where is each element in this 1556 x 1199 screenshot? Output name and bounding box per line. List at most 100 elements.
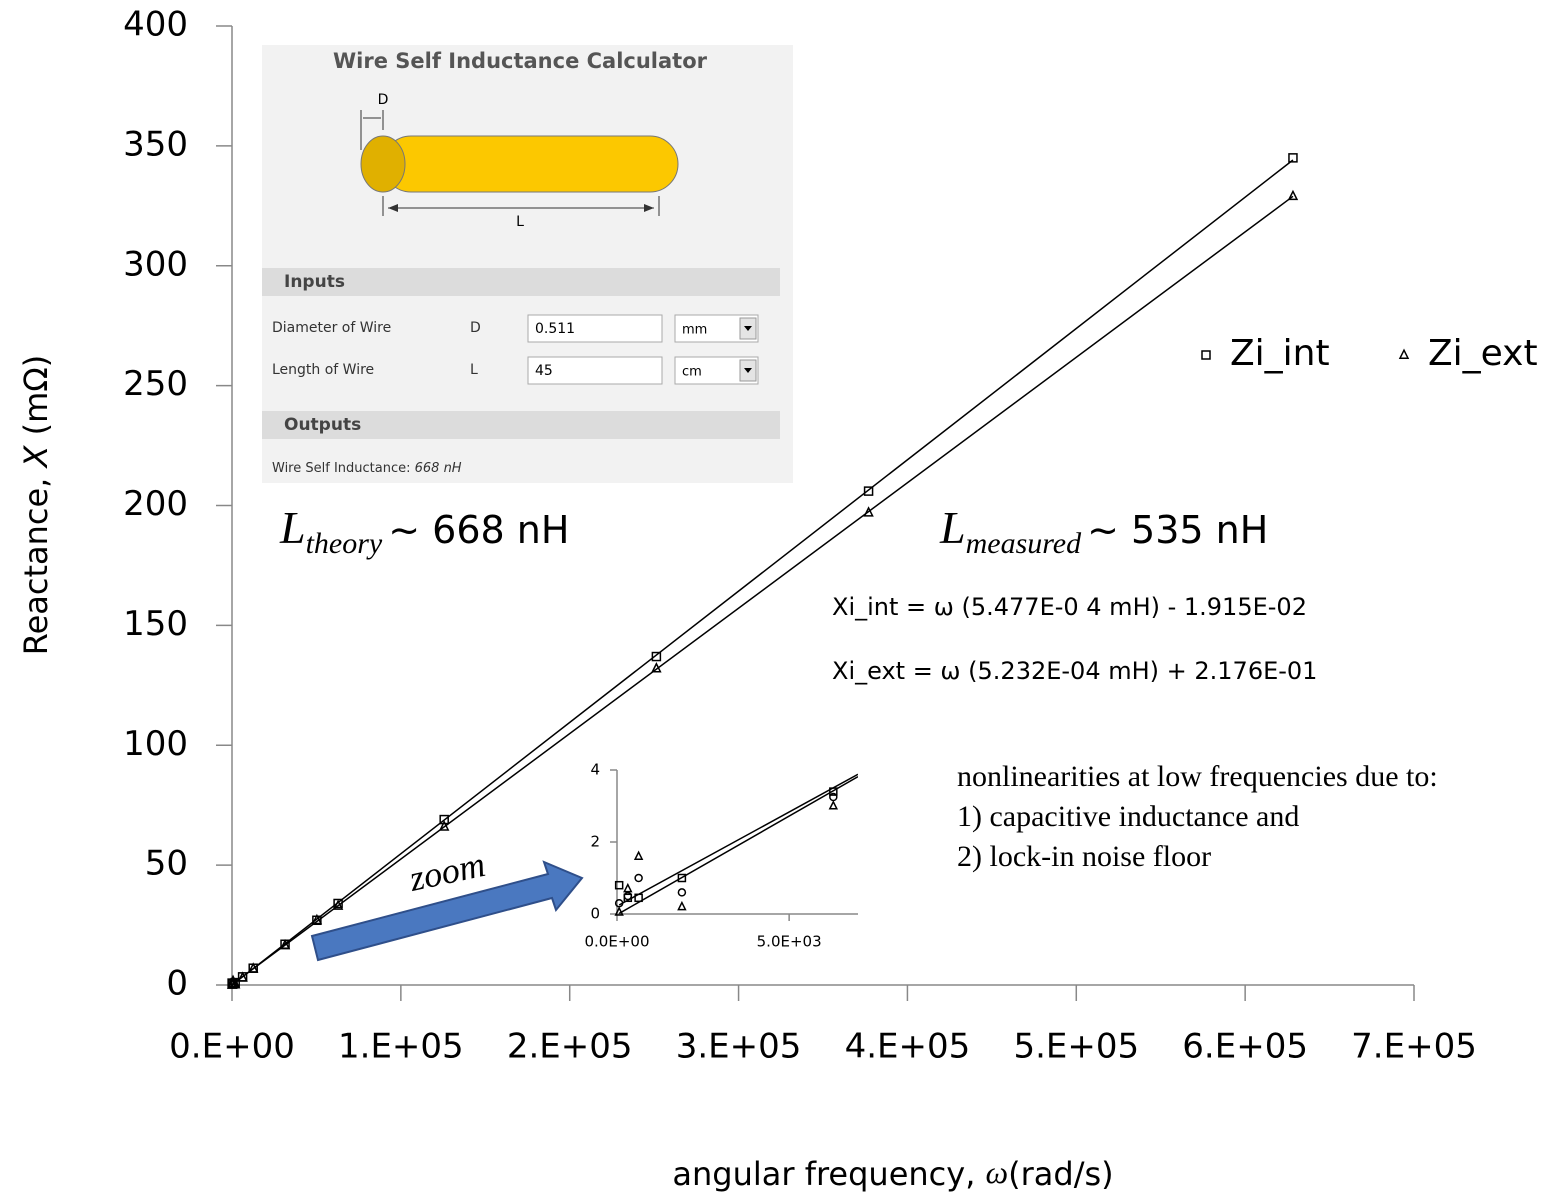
x-tick-label: 2.E+05 (507, 1027, 633, 1067)
point (1288, 153, 1298, 163)
row-symbol: D (470, 320, 481, 336)
dim-arrow (644, 204, 654, 212)
trendline (618, 773, 858, 906)
point (229, 978, 241, 989)
x-tick-label: 0.E+00 (169, 1027, 295, 1067)
x-title-part: angular frequency, (672, 1155, 985, 1193)
y-tick-label: 100 (123, 724, 188, 764)
note: 1) capacitive inductance and (957, 800, 1299, 833)
y-tick-label: 4 (590, 761, 600, 779)
point (623, 882, 633, 893)
y-title-symbol: X (17, 444, 55, 469)
point (863, 506, 874, 517)
trendline (231, 195, 1294, 986)
output-label: Wire Self Inductance: (272, 461, 415, 476)
zoom-label: zoom (405, 844, 489, 899)
point (829, 792, 838, 802)
section-header: Inputs (284, 272, 345, 292)
y-tick-label: 0 (590, 905, 600, 923)
wire-body (382, 135, 679, 193)
equation: Xi_ext = ω (5.232E-04 mH) + 2.176E-01 (832, 657, 1317, 685)
point (651, 651, 662, 662)
diagram-label: L (516, 214, 524, 230)
x-tick-label: 7.E+05 (1351, 1027, 1477, 1067)
measured-annotation: Lmeasured ~ 535 nH (939, 502, 1268, 560)
x-tick-label: 0.0E+00 (585, 933, 650, 951)
input-box[interactable] (527, 314, 663, 343)
symbol: L (939, 502, 966, 553)
calculator-panel (262, 45, 793, 483)
calculator-title: Wire Self Inductance Calculator (333, 49, 708, 73)
row-symbol: L (470, 362, 478, 378)
section-bar (262, 411, 780, 439)
x-tick-label: 1.E+05 (338, 1027, 464, 1067)
calculator: Wire Self Inductance Calculator D L Inpu… (262, 45, 793, 483)
point (614, 898, 624, 908)
point (311, 913, 323, 925)
point (237, 971, 248, 982)
point (623, 891, 633, 901)
diagram-label: D (378, 92, 389, 108)
trendline (231, 159, 1294, 986)
point (677, 873, 687, 883)
x-tick-label: 5.E+05 (1013, 1027, 1139, 1067)
x-tick-label: 4.E+05 (845, 1027, 971, 1067)
wire-end (360, 135, 406, 193)
input-value: 0.511 (535, 321, 575, 337)
input-value: 45 (535, 363, 553, 379)
input-box[interactable] (527, 356, 663, 385)
equation: Xi_int = ω (5.477E-0 4 mH) - 1.915E-02 (832, 593, 1307, 621)
point (1287, 189, 1299, 201)
y-tick-label: 50 (145, 844, 188, 884)
plot-area (618, 773, 858, 915)
point (332, 899, 344, 910)
point (634, 893, 643, 903)
point (863, 486, 874, 496)
value: ~ 668 nH (388, 508, 569, 552)
point (634, 873, 643, 883)
point (248, 962, 259, 973)
y-tick-label: 300 (123, 244, 188, 284)
note: 2) lock-in noise floor (957, 840, 1211, 873)
y-axis-title: Reactance, X (mΩ) (17, 355, 55, 655)
legend-label: Zi_ext (1428, 333, 1538, 374)
x-tick-label: 5.0E+03 (757, 933, 822, 951)
y-tick-label: 250 (123, 364, 188, 404)
subscript: measured (966, 527, 1083, 560)
y-title-part: (mΩ) (17, 355, 55, 446)
y-title-part: Reactance, (17, 467, 55, 655)
select-value: mm (682, 323, 707, 338)
legend-marker (1398, 348, 1410, 359)
point (438, 820, 450, 831)
point (614, 880, 624, 890)
point (677, 900, 687, 911)
point (828, 800, 839, 810)
select-value: cm (682, 365, 702, 380)
legend-marker (1201, 350, 1211, 360)
y-tick-label: 0 (166, 964, 188, 1004)
y-tick-label: 2 (590, 833, 600, 851)
row-label: Length of Wire (272, 362, 374, 378)
zoom-arrow (310, 860, 584, 962)
y-tick-label: 400 (123, 5, 188, 45)
y-tick-label: 350 (123, 124, 188, 164)
point (279, 938, 291, 950)
subscript: theory (306, 527, 383, 560)
point (651, 662, 662, 673)
point (829, 787, 838, 796)
plot-area (231, 159, 1294, 986)
select-arrow (744, 326, 752, 331)
point (677, 888, 687, 897)
theory-annotation: Ltheory ~ 668 nH (279, 502, 569, 560)
note: nonlinearities at low frequencies due to… (957, 760, 1438, 793)
section-header: Outputs (284, 415, 361, 435)
row-label: Diameter of Wire (272, 320, 391, 336)
select-arrow (744, 368, 752, 373)
x-tick-label: 6.E+05 (1182, 1027, 1308, 1067)
x-tick-label: 3.E+05 (676, 1027, 802, 1067)
dim-arrow (388, 204, 398, 212)
section-bar (262, 268, 780, 296)
x-title-symbol: ω (986, 1154, 1009, 1190)
symbol: L (279, 502, 306, 553)
